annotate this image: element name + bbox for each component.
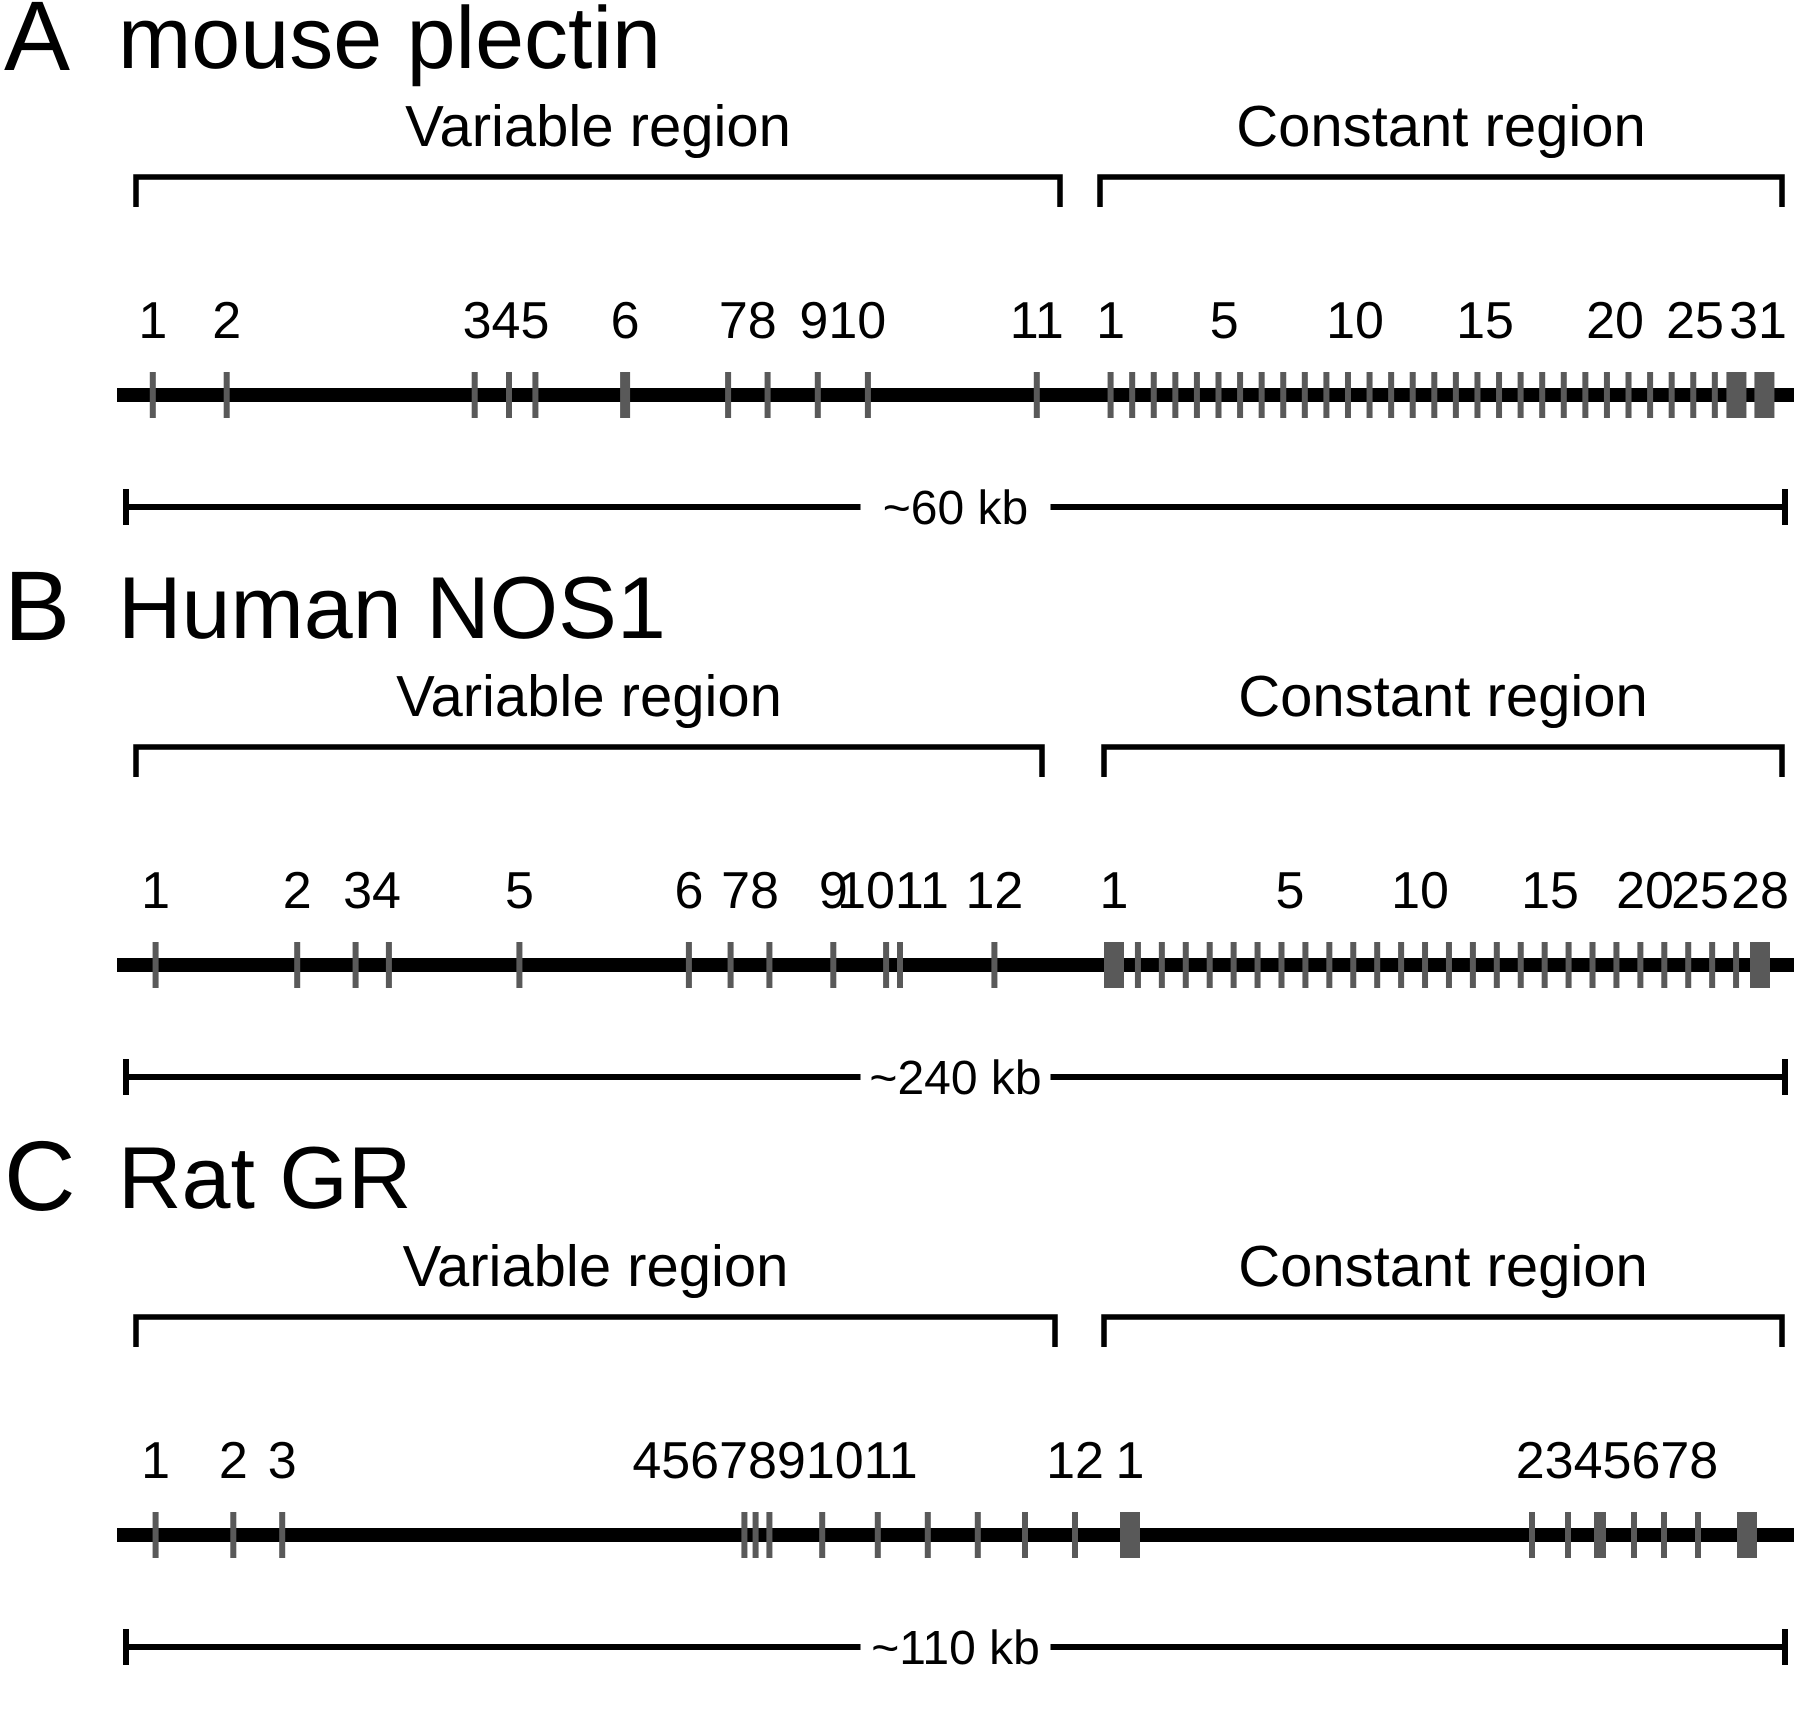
- svg-text:10: 10: [1326, 292, 1384, 350]
- svg-text:mouse plectin: mouse plectin: [118, 0, 661, 87]
- svg-text:11: 11: [1010, 292, 1064, 350]
- svg-text:5: 5: [1210, 292, 1239, 350]
- svg-text:10: 10: [1391, 862, 1449, 920]
- svg-text:Constant region: Constant region: [1236, 94, 1645, 159]
- svg-text:Variable region: Variable region: [396, 664, 782, 729]
- svg-text:78: 78: [721, 862, 779, 920]
- svg-text:1: 1: [1096, 292, 1125, 350]
- svg-text:6: 6: [611, 292, 640, 350]
- svg-text:2: 2: [219, 1432, 248, 1490]
- svg-text:1: 1: [1100, 862, 1129, 920]
- svg-text:28: 28: [1731, 862, 1789, 920]
- svg-text:1: 1: [1116, 1432, 1145, 1490]
- svg-text:2: 2: [212, 292, 241, 350]
- svg-text:1: 1: [141, 1432, 170, 1490]
- svg-text:5: 5: [505, 862, 534, 920]
- svg-text:5: 5: [1276, 862, 1305, 920]
- svg-text:A: A: [4, 0, 70, 91]
- svg-text:910: 910: [799, 292, 886, 350]
- svg-text:B: B: [4, 570, 70, 661]
- svg-text:15: 15: [1521, 862, 1579, 920]
- svg-text:12: 12: [965, 862, 1023, 920]
- svg-text:2: 2: [283, 862, 312, 920]
- svg-text:1: 1: [141, 862, 170, 920]
- svg-text:345: 345: [463, 292, 550, 350]
- svg-text:Variable region: Variable region: [405, 94, 791, 159]
- svg-text:Constant region: Constant region: [1238, 1234, 1647, 1299]
- svg-text:1011: 1011: [837, 862, 949, 920]
- svg-text:~60 kb: ~60 kb: [883, 482, 1028, 535]
- svg-text:12: 12: [1046, 1432, 1104, 1490]
- svg-text:78: 78: [719, 292, 777, 350]
- svg-text:3: 3: [268, 1432, 297, 1490]
- svg-text:34: 34: [343, 862, 401, 920]
- svg-text:~110 kb: ~110 kb: [871, 1622, 1040, 1675]
- svg-text:31: 31: [1729, 292, 1787, 350]
- svg-text:Constant region: Constant region: [1238, 664, 1647, 729]
- svg-text:Human NOS1: Human NOS1: [118, 570, 666, 657]
- svg-text:20: 20: [1616, 862, 1674, 920]
- svg-text:25: 25: [1666, 292, 1724, 350]
- svg-text:6: 6: [674, 862, 703, 920]
- svg-text:25: 25: [1671, 862, 1729, 920]
- svg-text:Rat GR: Rat GR: [118, 1140, 411, 1227]
- svg-text:20: 20: [1586, 292, 1644, 350]
- svg-text:15: 15: [1456, 292, 1514, 350]
- svg-text:~240 kb: ~240 kb: [869, 1052, 1041, 1105]
- svg-text:Variable region: Variable region: [403, 1234, 789, 1299]
- svg-text:C: C: [4, 1140, 76, 1231]
- svg-text:2345678: 2345678: [1516, 1432, 1718, 1490]
- svg-text:1: 1: [138, 292, 167, 350]
- svg-text:4567891011: 4567891011: [632, 1432, 917, 1490]
